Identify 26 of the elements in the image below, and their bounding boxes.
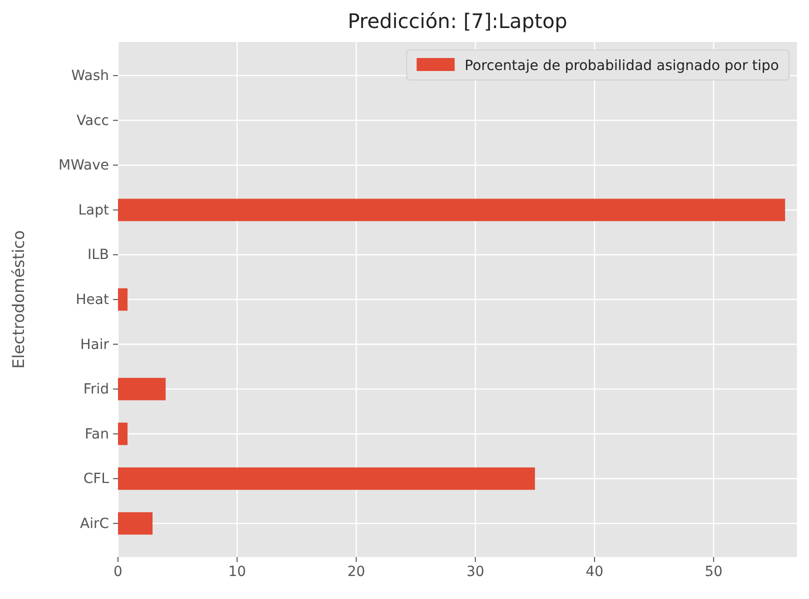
chart-title: Predicción: [7]:Laptop: [348, 9, 568, 33]
bar: [118, 198, 786, 222]
y-tick-label: Heat: [76, 292, 110, 308]
bar: [118, 288, 128, 311]
y-tick-label: AirC: [80, 516, 110, 532]
y-axis-title: Electrodoméstico: [9, 230, 28, 369]
bar: [118, 422, 128, 446]
bar: [118, 378, 166, 400]
x-tick-label: 40: [586, 564, 604, 580]
legend-label: Porcentaje de probabilidad asignado por tipo: [464, 58, 779, 74]
x-tick-label: 20: [347, 564, 366, 580]
x-tick-label: 10: [228, 564, 246, 580]
y-tick-label: ILB: [87, 247, 109, 264]
y-tick-label: CFL: [83, 471, 110, 488]
x-tick-label: 50: [704, 564, 723, 580]
bar: [118, 467, 535, 490]
y-tick-label: Vacc: [76, 112, 109, 129]
y-tick-label: Fan: [84, 426, 109, 442]
y-tick-label: Frid: [83, 382, 109, 398]
y-tick-label: Lapt: [78, 202, 110, 218]
y-tick-label: Wash: [71, 68, 109, 84]
y-tick-label: MWave: [58, 158, 109, 174]
bar: [118, 512, 153, 535]
x-tick-label: 0: [114, 564, 122, 580]
y-tick-label: Hair: [80, 336, 110, 353]
x-tick-label: 30: [466, 564, 484, 580]
